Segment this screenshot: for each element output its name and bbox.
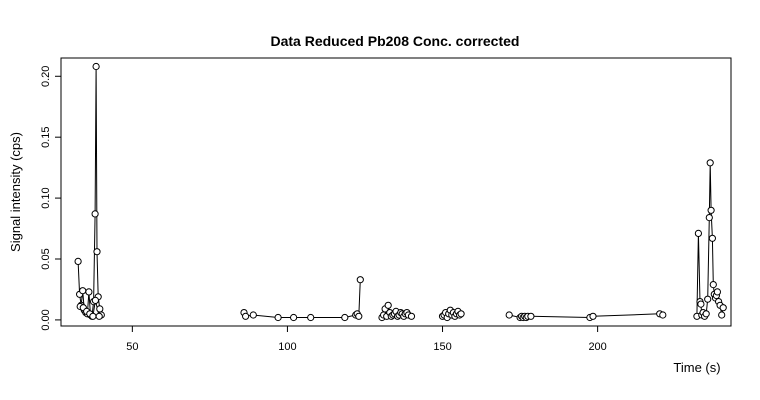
data-point: [694, 229, 703, 237]
data-point: [307, 313, 315, 322]
x-axis: 50 100 150 200: [126, 326, 607, 353]
x-tick-label: 50: [126, 341, 138, 353]
y-tick-label: 0.00: [40, 309, 52, 330]
data-point: [290, 313, 298, 322]
data-point: [718, 311, 726, 319]
data-point: [707, 206, 715, 214]
data-point: [709, 281, 717, 289]
data-point: [92, 62, 100, 71]
x-tick-label: 150: [433, 341, 451, 353]
data-point: [527, 312, 535, 320]
y-tick-label: 0.10: [40, 187, 52, 208]
data-point: [659, 311, 667, 319]
data-point: [96, 305, 104, 313]
data-point: [589, 312, 597, 320]
data-point: [384, 301, 392, 309]
chart-title: Data Reduced Pb208 Conc. corrected: [271, 33, 520, 49]
data-point: [713, 288, 722, 296]
data-point: [85, 288, 93, 296]
data-point: [708, 234, 717, 242]
data-point: [356, 276, 364, 284]
data-point: [355, 312, 363, 320]
data-point: [91, 296, 100, 304]
series-line: [77, 66, 102, 318]
data-point: [91, 210, 99, 218]
x-axis-label: Time (s): [673, 360, 720, 375]
data-point: [242, 312, 250, 320]
data-point: [95, 312, 103, 320]
data-point: [719, 304, 727, 312]
data-point: [702, 310, 710, 318]
data-point: [74, 257, 82, 265]
data-point: [704, 295, 712, 303]
data-point: [341, 313, 349, 322]
data-point: [505, 311, 513, 319]
series-line: [243, 279, 361, 318]
data-point: [407, 312, 416, 320]
data-point: [79, 287, 87, 295]
data-point: [89, 312, 97, 320]
x-tick-label: 200: [588, 341, 606, 353]
data-point: [274, 313, 282, 322]
plot-frame: [60, 57, 732, 327]
y-tick-label: 0.15: [40, 126, 52, 147]
data-point: [706, 159, 714, 167]
y-tick-label: 0.20: [40, 66, 52, 87]
series-lines: [77, 66, 724, 319]
data-point: [249, 311, 257, 319]
y-tick-label: 0.05: [40, 248, 52, 269]
data-point: [697, 300, 705, 308]
data-point: [457, 310, 465, 318]
series-points: [74, 62, 727, 322]
x-tick-label: 100: [278, 341, 296, 353]
y-axis-label: Signal intensity (cps): [8, 132, 23, 252]
data-point: [705, 214, 713, 222]
y-axis: 0.00 0.05 0.10 0.15 0.20: [40, 66, 61, 331]
data-point: [93, 248, 101, 256]
